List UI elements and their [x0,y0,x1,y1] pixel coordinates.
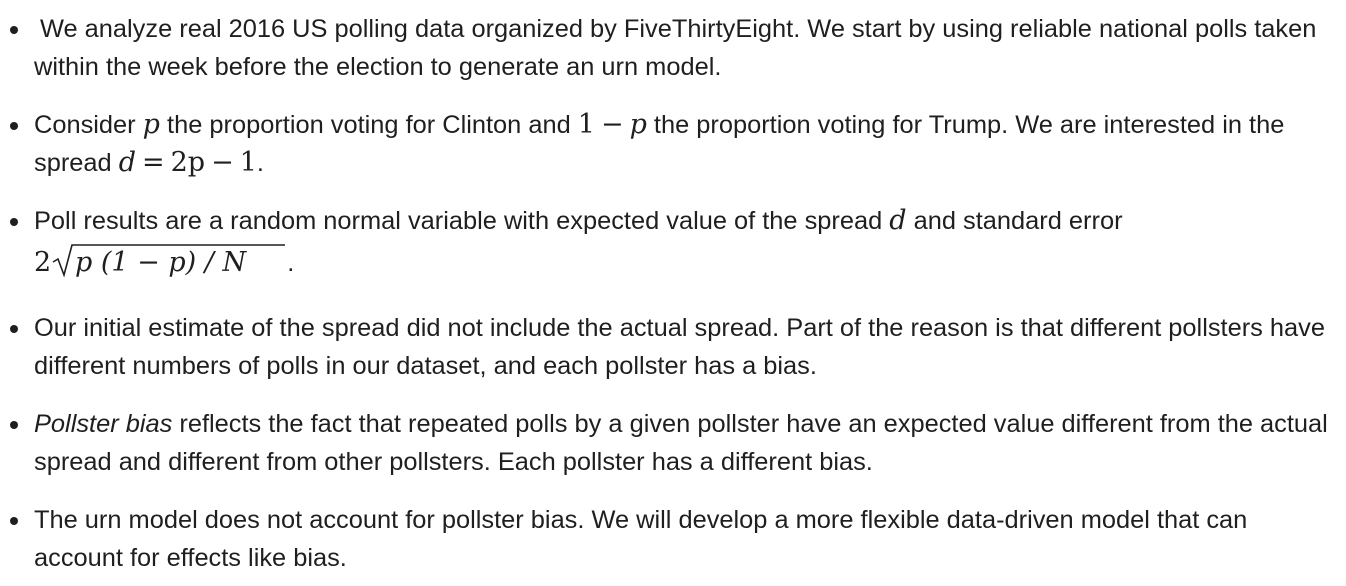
bullet-item-standard-error: Poll results are a random normal variabl… [0,202,1346,289]
bullet-item-initial-estimate: Our initial estimate of the spread did n… [0,309,1346,385]
bullet-text: Our initial estimate of the spread did n… [34,314,1325,380]
sqrt-radical-icon: p (1 − p) / N [52,244,286,278]
math-p: p [142,109,160,140]
bullet-item-urn-model-limits: The urn model does not account for polls… [0,501,1346,577]
bullet-text: . [287,249,295,278]
math-spread-formula: d = 2p −1 [118,147,257,178]
bullet-item-pollster-bias: Pollster bias reflects the fact that rep… [0,405,1346,481]
math-sqrt: p (1 − p) / N [51,242,287,289]
bullet-item-spread-definition: Consider p the proportion voting for Cli… [0,106,1346,182]
bullet-item-urn-model: We analyze real 2016 US polling data org… [0,10,1346,86]
emphasis-term: Pollster bias [34,410,173,438]
bullet-text: Poll results are a random normal variabl… [34,207,890,235]
bullet-text: The urn model does not account for polls… [34,506,1248,572]
math-coefficient: 2 [34,247,52,279]
math-d: d [889,205,907,236]
math-one-minus-p: 1− p [577,109,647,140]
bullet-text: We analyze real 2016 US polling data org… [34,15,1317,81]
bullet-text: the proportion voting for Clinton and [159,111,578,139]
bullet-text: . [256,149,264,177]
sqrt-radicand: p (1 − p) / N [75,247,247,278]
bullet-text: the proportion voting for Trump. We are … [34,111,1285,177]
bullet-text: reflects the fact that repeated polls by… [34,410,1328,476]
bullet-text: and standard error [906,207,1123,235]
bullet-text: Consider [34,111,143,139]
